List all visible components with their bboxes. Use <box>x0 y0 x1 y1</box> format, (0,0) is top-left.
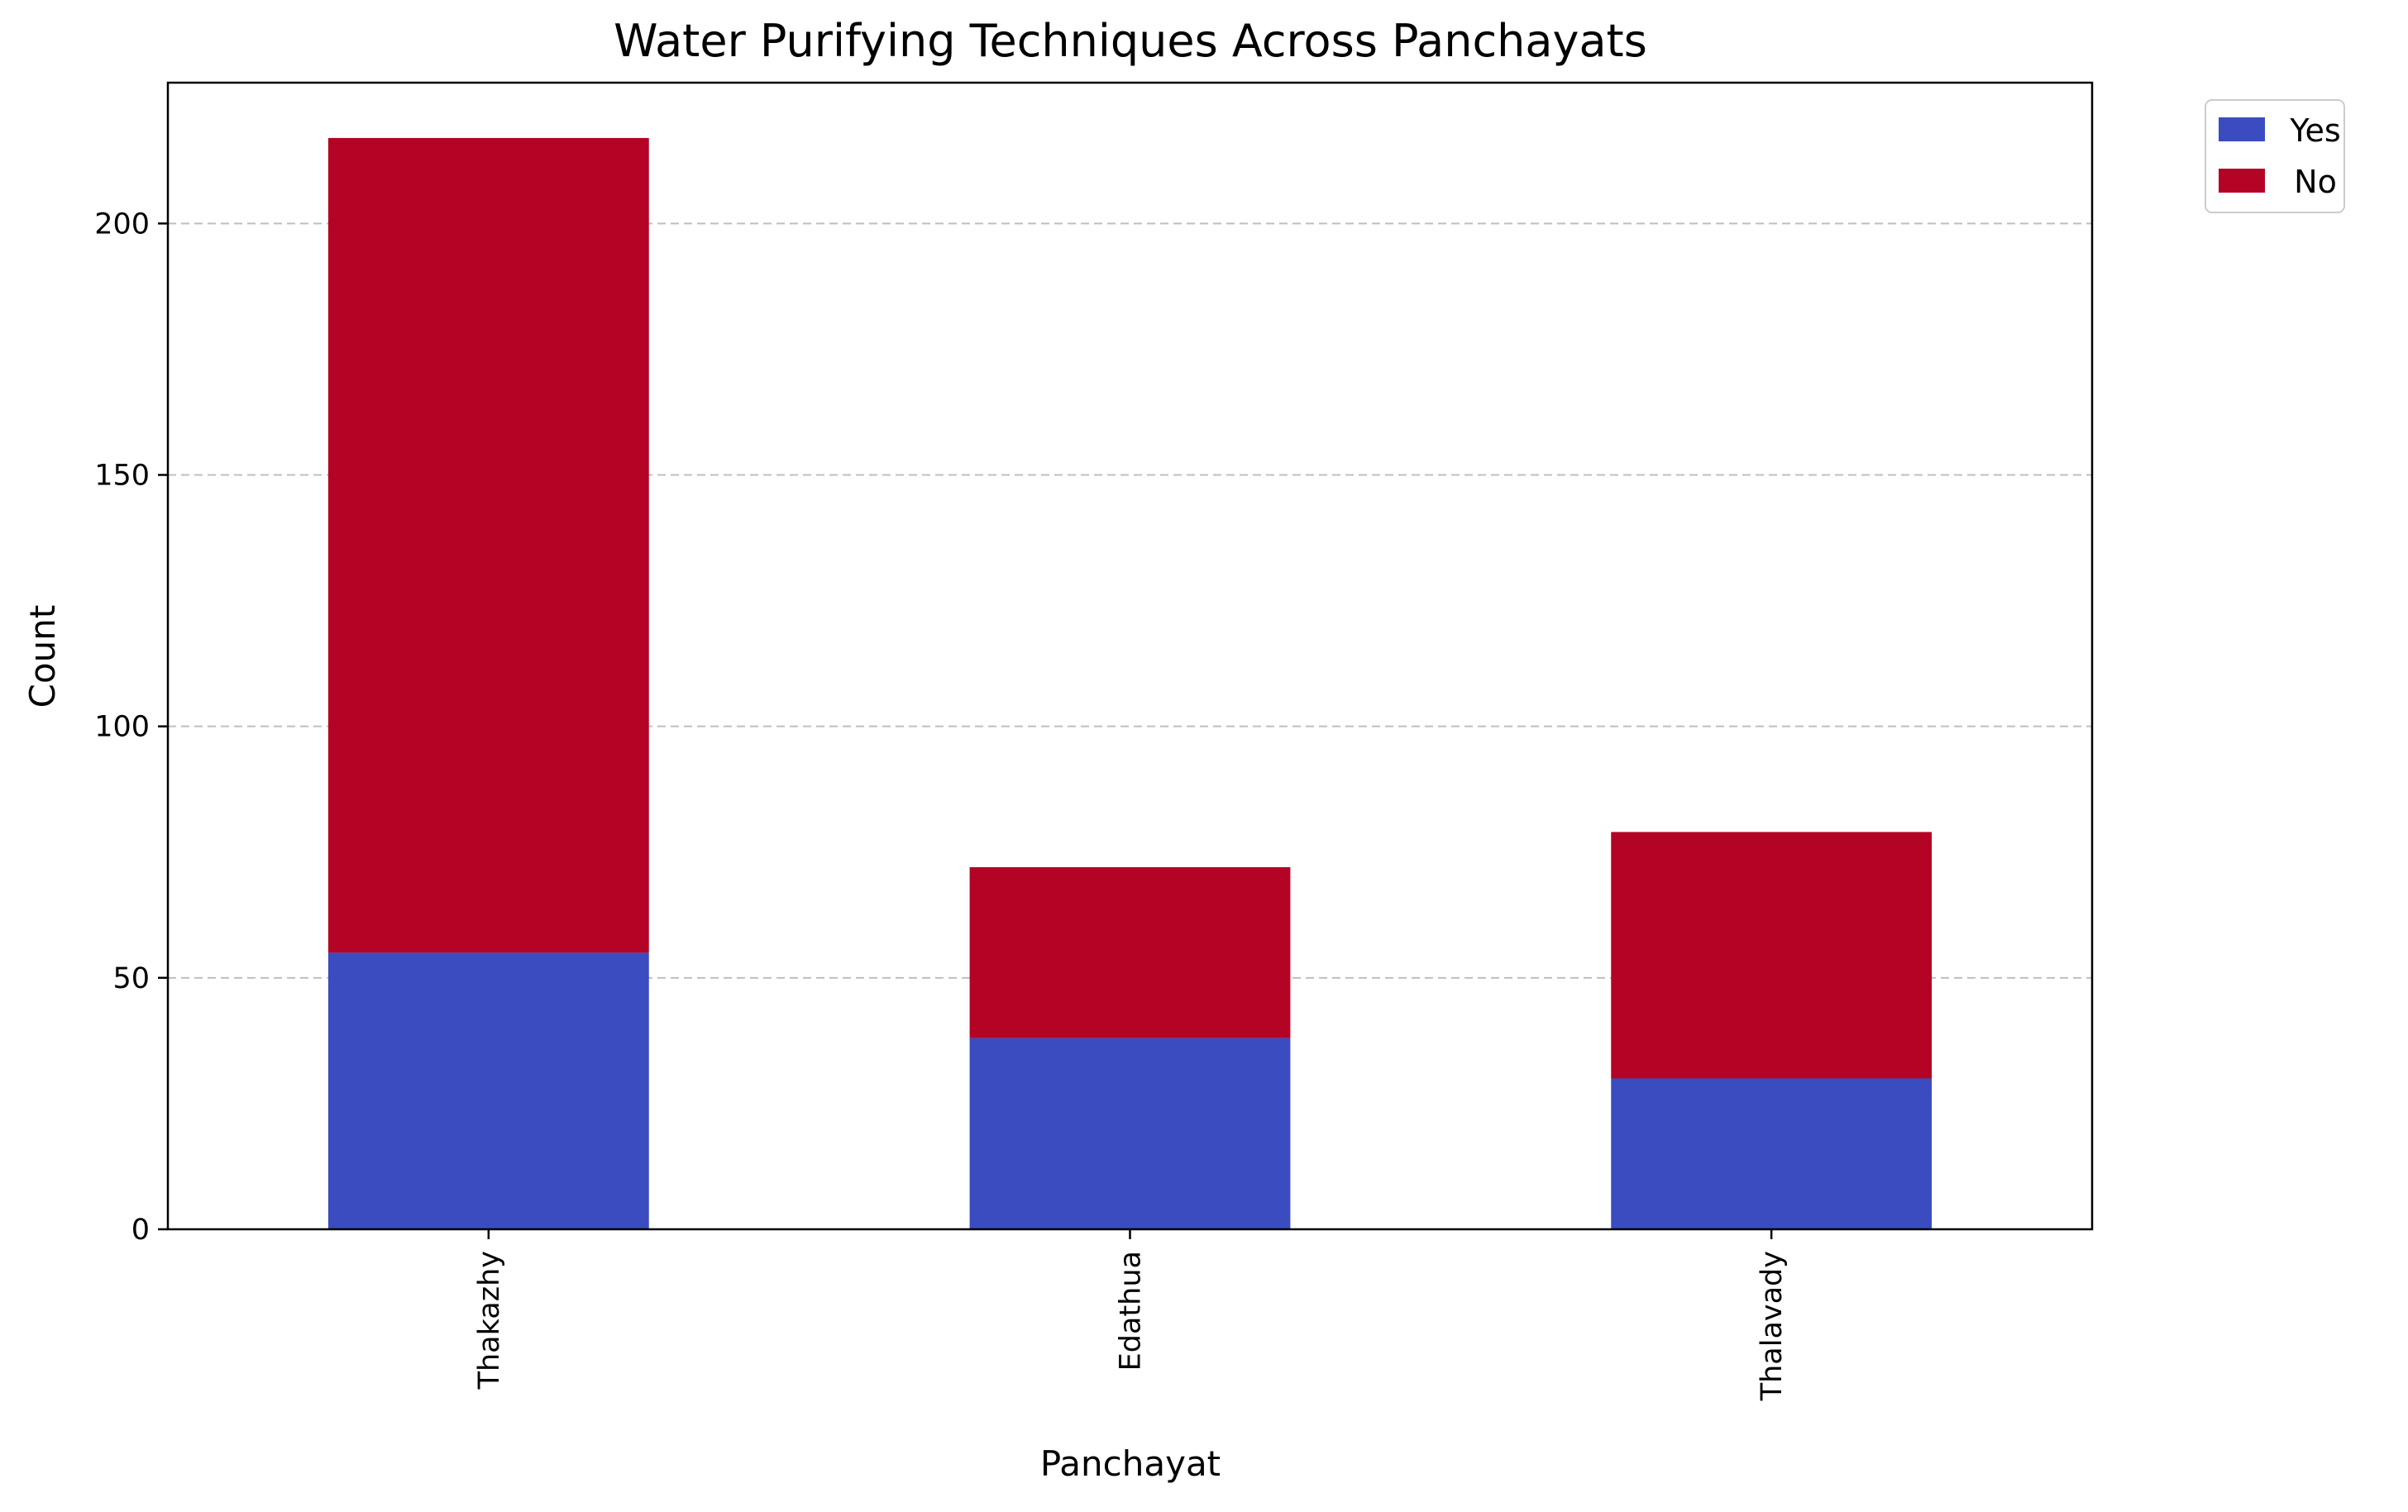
y-axis-label: Count <box>22 605 63 708</box>
chart-title: Water Purifying Techniques Across Pancha… <box>614 15 1647 67</box>
legend-label-yes: Yes <box>2289 112 2340 149</box>
x-tick-label-edathua: Edathua <box>1115 1251 1148 1371</box>
bar-yes-thalavady <box>1611 1078 1933 1229</box>
bar-no-thakazhy <box>327 137 649 953</box>
bar-yes-edathua <box>969 1037 1291 1229</box>
y-tick-label-100: 100 <box>94 711 150 744</box>
bar-yes-thakazhy <box>327 952 649 1229</box>
y-tick-label-150: 150 <box>94 460 150 493</box>
x-axis-label: Panchayat <box>1040 1443 1221 1484</box>
x-tick-label-thakazhy: Thakazhy <box>473 1251 506 1390</box>
bar-no-thalavady <box>1611 832 1933 1079</box>
legend-swatch-no <box>2219 169 2265 193</box>
y-axis: 0 50 100 150 200 <box>94 207 168 1247</box>
y-tick-label-200: 200 <box>94 207 150 241</box>
x-axis: Thakazhy Edathua Thalavady <box>473 1229 1789 1401</box>
x-tick-label-thalavady: Thalavady <box>1756 1251 1789 1401</box>
bars <box>327 137 1933 1229</box>
legend: Yes No <box>2205 99 2345 213</box>
legend-swatch-yes <box>2219 117 2265 141</box>
legend-label-no: No <box>2294 164 2337 200</box>
bar-no-edathua <box>969 867 1291 1038</box>
y-tick-label-0: 0 <box>131 1214 150 1247</box>
y-tick-label-50: 50 <box>112 962 150 995</box>
